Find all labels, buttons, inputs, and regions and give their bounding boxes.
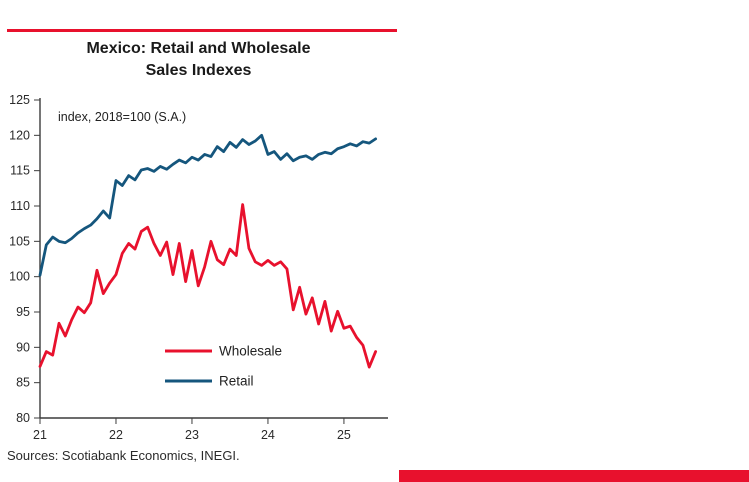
y-tick-label: 100 bbox=[9, 270, 30, 284]
chart-title-text: Mexico: Retail and Wholesale Sales Index… bbox=[86, 40, 311, 80]
wholesale-line bbox=[38, 203, 378, 369]
bottom-red-bar bbox=[399, 470, 749, 482]
chart-title: Mexico: Retail and Wholesale Sales Index… bbox=[0, 38, 397, 83]
chart-area: 80 85 90 95 100 105 110 115 120 125 21 22 23 24 25 Whol… bbox=[0, 85, 397, 443]
retail-line bbox=[38, 133, 378, 277]
y-tick-label: 120 bbox=[9, 128, 30, 142]
y-tick-label: 105 bbox=[9, 234, 30, 248]
y-tick-label: 80 bbox=[16, 411, 30, 425]
y-tick-label: 85 bbox=[16, 376, 30, 390]
x-tick-label: 21 bbox=[33, 428, 47, 442]
y-tick-label: 110 bbox=[10, 199, 30, 213]
x-tick-label: 24 bbox=[261, 428, 275, 442]
x-tick-label: 23 bbox=[185, 428, 199, 442]
x-tick-label: 25 bbox=[337, 428, 351, 442]
x-tick-label: 22 bbox=[109, 428, 123, 442]
legend-label-retail: Retail bbox=[219, 374, 254, 389]
top-red-rule bbox=[7, 29, 397, 32]
axis-annotation: index, 2018=100 (S.A.) bbox=[58, 110, 187, 124]
line-chart-svg: 80 85 90 95 100 105 110 115 120 125 21 22 23 24 25 Whol… bbox=[9, 93, 388, 442]
y-tick-label: 95 bbox=[16, 305, 30, 319]
y-tick-label: 115 bbox=[10, 164, 30, 178]
y-tick-label: 90 bbox=[16, 340, 30, 354]
sources-text: Sources: Scotiabank Economics, INEGI. bbox=[7, 448, 240, 463]
legend-label-wholesale: Wholesale bbox=[219, 344, 282, 359]
y-tick-label: 125 bbox=[9, 93, 30, 107]
